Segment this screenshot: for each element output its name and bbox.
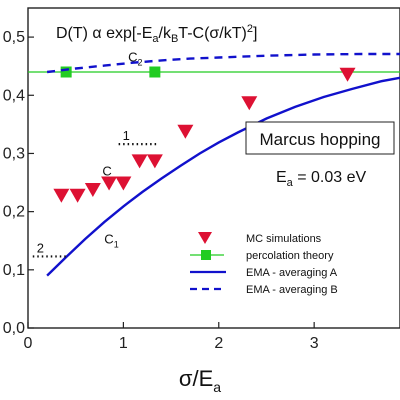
mc-point (53, 188, 70, 203)
legend-emab-label: EMA - averaging B (246, 284, 338, 296)
curve-label-main: C (128, 50, 137, 65)
curve-label: C (102, 164, 111, 179)
formula-sub1: a (152, 33, 159, 45)
ema-averaging-b-series (46, 52, 400, 74)
x-axis-label: σ/Ea (179, 366, 221, 395)
mc-point (69, 188, 86, 203)
mc-point (115, 176, 132, 191)
mc-simulations-series (53, 67, 356, 203)
x-axis-ticks: 0 1 2 3 (24, 322, 319, 352)
formula-mid1: /k (159, 25, 172, 42)
formula-sub2: B (171, 33, 178, 45)
mc-point (101, 176, 118, 191)
y-tick-label: 0,5 (3, 29, 25, 46)
energy-text: Ea = 0.03 eV (276, 169, 367, 189)
energy-lead: E (276, 169, 287, 186)
mc-point (177, 124, 194, 139)
ema-b-line (46, 52, 400, 74)
dotted-marker-label: 1 (123, 128, 130, 143)
mc-point (84, 182, 101, 197)
dotted-markers: 12 (32, 128, 159, 258)
mc-point (131, 154, 148, 169)
formula-tail: ] (253, 25, 257, 42)
y-tick-label: 0,0 (3, 320, 25, 337)
ema-averaging-a-series (46, 76, 400, 277)
curve-label-main: C (104, 232, 113, 247)
y-tick-label: 0,1 (3, 262, 25, 279)
curve-label-main: C (102, 164, 111, 179)
dotted-marker-label: 2 (37, 240, 44, 255)
formula-mid2: T-C(σ/kT) (178, 25, 247, 42)
formula-text: D(T) α exp[-Ea/kBT-C(σ/kT)2] (56, 23, 257, 45)
legend-mc-label: MC simulations (246, 233, 322, 245)
mc-point (241, 96, 258, 111)
x-tick-label: 0 (24, 335, 33, 352)
y-tick-label: 0,4 (3, 87, 25, 104)
formula-lead: D(T) α exp[-E (56, 25, 152, 42)
legend: MC simulations percolation theory EMA - … (190, 232, 338, 296)
percolation-point (149, 66, 161, 78)
x-tick-label: 1 (119, 335, 128, 352)
curve-label: C1 (104, 232, 118, 250)
marcus-box-label: Marcus hopping (260, 130, 381, 149)
mc-point (146, 154, 163, 169)
x-axis-label-sub: a (213, 379, 221, 395)
x-tick-label: 3 (310, 335, 319, 352)
x-axis-label-main: σ/E (179, 366, 213, 391)
ema-a-line (46, 76, 400, 277)
x-tick-label: 2 (214, 335, 223, 352)
legend-mc-marker (198, 232, 212, 244)
energy-tail: = 0.03 eV (293, 169, 367, 186)
legend-perc-label: percolation theory (246, 250, 334, 262)
mc-point (339, 67, 356, 82)
legend-emaa-label: EMA - averaging A (246, 267, 338, 279)
marcus-box (245, 121, 395, 155)
formula-sup: 2 (247, 23, 253, 35)
curve-label-sub: 1 (114, 240, 119, 250)
energy-sub: a (287, 177, 294, 189)
curve-label-sub: 2 (138, 58, 143, 68)
percolation-point (60, 66, 72, 78)
y-tick-label: 0,2 (3, 204, 25, 221)
plot-frame (27, 7, 400, 329)
curve-label: C2 (128, 50, 142, 68)
y-axis-ticks: 0,0 0,1 0,2 0,3 0,4 0,5 (3, 29, 34, 337)
y-tick-label: 0,3 (3, 145, 25, 162)
legend-perc-marker (201, 250, 211, 260)
